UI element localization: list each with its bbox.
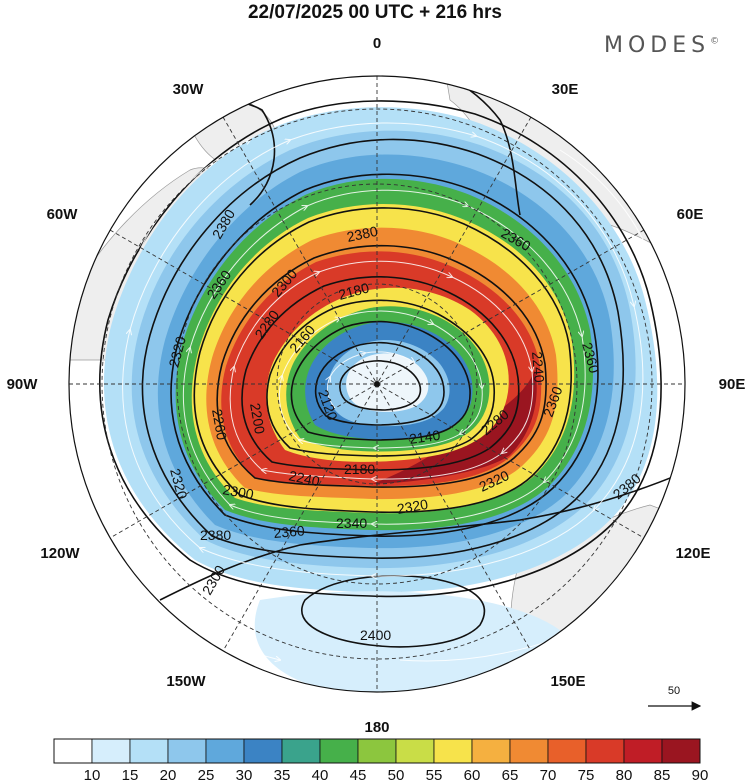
- contour-label: 2320: [165, 334, 189, 368]
- colorbar: 10 15 20 25 30 35 40 45 50 55 60 65 70 75 80 85 90: [53, 738, 709, 782]
- contour-label: 2340: [336, 515, 367, 531]
- brand-name: MODES: [604, 33, 711, 58]
- meridian-label-60w: 60W: [47, 206, 79, 223]
- colorbar-box: [585, 738, 625, 764]
- colorbar-label: 60: [464, 767, 481, 782]
- contour-label: 2140: [408, 427, 441, 447]
- contour-label: 2320: [167, 467, 191, 501]
- brand-mark: ©: [710, 36, 720, 47]
- colorbar-label: 75: [578, 767, 595, 782]
- meridian-label-180: 180: [364, 719, 389, 736]
- colorbar-box: [319, 738, 359, 764]
- contour-label: 2180: [337, 279, 371, 303]
- contour-label: 2300: [221, 481, 255, 502]
- colorbar-box: [167, 738, 207, 764]
- colorbar-label: 85: [654, 767, 671, 782]
- contour-label: 2360: [273, 522, 306, 541]
- map-border: [68, 75, 686, 693]
- contour-label: 2400: [360, 627, 391, 643]
- meridian-labels: 0 30E 60E 90E 120E 150E 180 150W 120W 90…: [7, 35, 746, 736]
- contour-label: 2180: [344, 461, 375, 477]
- colorbar-box: [53, 738, 93, 764]
- contour-label: 2380: [200, 527, 231, 543]
- colorbar-box: [129, 738, 169, 764]
- meridian-label-30w: 30W: [173, 81, 205, 98]
- meridian-label-120w: 120W: [40, 545, 80, 562]
- contour-label: 2320: [396, 496, 430, 517]
- colorbar-label: 80: [616, 767, 633, 782]
- colorbar-label: 70: [540, 767, 557, 782]
- meridian-label-120e: 120E: [675, 545, 710, 562]
- colorbar-box: [357, 738, 397, 764]
- colorbar-box: [281, 738, 321, 764]
- colorbar-label: 40: [312, 767, 329, 782]
- colorbar-label: 65: [502, 767, 519, 782]
- colorbar-label: 15: [122, 767, 139, 782]
- colorbar-box: [205, 738, 245, 764]
- colorbar-box: [547, 738, 587, 764]
- colorbar-label: 25: [198, 767, 215, 782]
- contour-label: 2380: [345, 223, 379, 245]
- colorbar-boxes: [53, 738, 701, 764]
- colorbar-labels: 10 15 20 25 30 35 40 45 50 55 60 65 70 75 80 85 90: [84, 767, 709, 782]
- colorbar-box: [395, 738, 435, 764]
- colorbar-box: [471, 738, 511, 764]
- contour-label: 2240: [529, 351, 548, 384]
- colorbar-box: [91, 738, 131, 764]
- contour-label: 2260: [209, 408, 230, 442]
- colorbar-label: 90: [692, 767, 709, 782]
- contour-label: 2200: [247, 402, 268, 436]
- colorbar-label: 30: [236, 767, 253, 782]
- colorbar-label: 45: [350, 767, 367, 782]
- contour-label: 2240: [287, 467, 321, 489]
- pole-dot: [374, 381, 380, 387]
- meridian-label-60e: 60E: [677, 206, 704, 223]
- meridian-label-30e: 30E: [552, 81, 579, 98]
- meridian-label-0: 0: [373, 35, 381, 52]
- colorbar-box: [433, 738, 473, 764]
- colorbar-box: [661, 738, 701, 764]
- colorbar-box: [509, 738, 549, 764]
- contour-label: 2360: [579, 341, 603, 375]
- page-title: 22/07/2025 00 UTC + 216 hrs: [247, 2, 503, 23]
- brand-logo: MODES©: [604, 33, 719, 58]
- meridian-label-150e: 150E: [550, 673, 585, 690]
- meridian-label-90e: 90E: [719, 376, 746, 393]
- colorbar-label: 50: [388, 767, 405, 782]
- colorbar-frame: [53, 738, 701, 764]
- colorbar-label: 55: [426, 767, 443, 782]
- meridian-label-90w: 90W: [7, 376, 39, 393]
- colorbar-label: 20: [160, 767, 177, 782]
- colorbar-box: [243, 738, 283, 764]
- colorbar-box: [623, 738, 663, 764]
- map-disk: [69, 76, 685, 692]
- colorbar-label: 10: [84, 767, 101, 782]
- meridian-label-150w: 150W: [166, 673, 206, 690]
- wind-streamlines: [119, 122, 648, 661]
- reference-vector-label: 50: [668, 685, 680, 697]
- colorbar-label: 35: [274, 767, 291, 782]
- reference-vector: 50: [648, 685, 702, 711]
